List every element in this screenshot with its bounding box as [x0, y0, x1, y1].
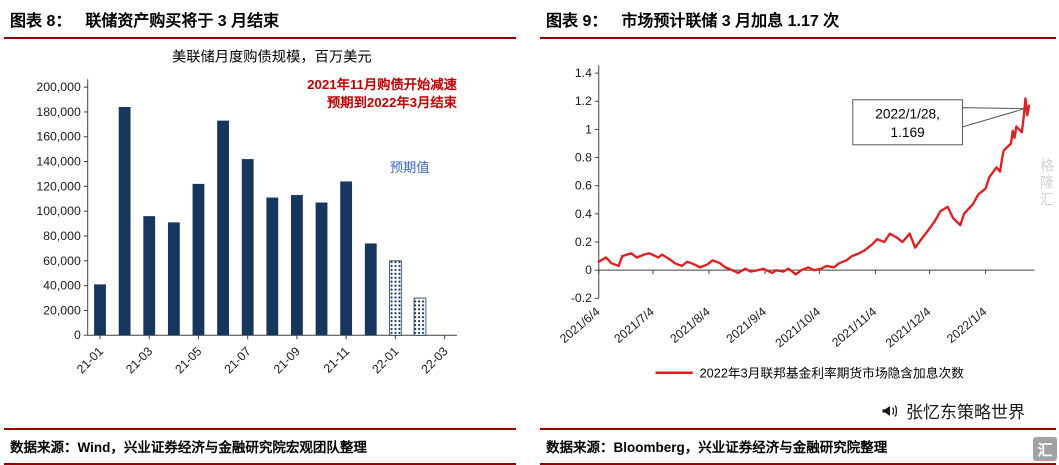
- svg-text:2021/10/4: 2021/10/4: [773, 304, 824, 350]
- bar-21-02: [118, 106, 131, 336]
- figure-8-footer: 数据来源：Wind，兴业证券经济与金融研究院宏观团队整理: [4, 428, 516, 465]
- bar-21-01: [94, 284, 106, 336]
- fed-monthly-purchases-bar-chart: 0 20,000 40,000 60,000 80,000 100,000 120,000 1…: [36, 49, 458, 377]
- svg-text:2021/11/4: 2021/11/4: [829, 304, 879, 349]
- svg-text:2021/9/4: 2021/9/4: [724, 304, 770, 345]
- bar-22-02: [413, 297, 427, 336]
- svg-text:0: 0: [74, 328, 81, 342]
- svg-text:1.2: 1.2: [575, 94, 592, 108]
- svg-text:0.4: 0.4: [575, 207, 592, 221]
- svg-text:140,000: 140,000: [36, 155, 81, 169]
- svg-text:21-03: 21-03: [123, 344, 155, 376]
- svg-text:0: 0: [585, 263, 592, 277]
- bar-21-12: [364, 243, 377, 336]
- svg-text:160,000: 160,000: [36, 130, 81, 144]
- svg-text:100,000: 100,000: [36, 204, 81, 218]
- figure-8-header-rule: [4, 37, 516, 39]
- svg-text:180,000: 180,000: [36, 105, 81, 119]
- svg-text:0.6: 0.6: [575, 179, 592, 193]
- svg-text:1.169: 1.169: [890, 125, 924, 140]
- svg-text:21-01: 21-01: [74, 344, 106, 376]
- svg-text:200,000: 200,000: [36, 80, 81, 94]
- taper-annotation-line1: 2021年11月购债开始减速: [307, 76, 458, 92]
- gelonghui-logo: 汇: [1033, 437, 1057, 461]
- bar-21-08: [266, 197, 279, 336]
- svg-text:120,000: 120,000: [36, 179, 81, 193]
- svg-text:2021/6/4: 2021/6/4: [557, 304, 603, 345]
- figure-8-footer-rule-top: [4, 428, 516, 430]
- svg-text:2021/7/4: 2021/7/4: [611, 304, 657, 345]
- svg-text:2021/8/4: 2021/8/4: [667, 304, 713, 345]
- svg-text:20,000: 20,000: [43, 303, 81, 317]
- svg-text:21-07: 21-07: [222, 344, 254, 376]
- figure-8-header: 图表 8： 联储资产购买将于 3 月结束: [4, 0, 516, 37]
- figure-8-source: 数据来源：Wind，兴业证券经济与金融研究院宏观团队整理: [10, 440, 367, 455]
- bar-21-05: [192, 183, 205, 336]
- bar-21-07: [241, 159, 254, 336]
- author-watermark: 张忆东策略世界: [880, 398, 1025, 423]
- svg-text:0.2: 0.2: [575, 235, 592, 249]
- figure-9-panel: 图表 9： 市场预计联储 3 月加息 1.17 次 -0.2 0 0.2 0.4 0.6…: [540, 0, 1056, 465]
- figure-8-label: 图表 8：: [10, 13, 72, 30]
- implied-rate-hikes-line-chart: -0.2 0 0.2 0.4 0.6 0.8 1 1.2 1.4 2021/6/4 2021/7/4…: [557, 65, 1035, 381]
- svg-text:80,000: 80,000: [43, 229, 81, 243]
- svg-text:-0.2: -0.2: [571, 291, 592, 305]
- svg-text:22-03: 22-03: [419, 344, 451, 376]
- callout-box: 2022/1/28, 1.169: [852, 99, 1026, 146]
- svg-text:21-11: 21-11: [321, 344, 353, 376]
- bar-plot-area: 0 20,000 40,000 60,000 80,000 100,000 120,000 1…: [36, 79, 457, 376]
- taper-annotation-line2: 预期到2022年3月结束: [327, 94, 458, 110]
- figure-9-title: 市场预计联储 3 月加息 1.17 次: [621, 13, 840, 30]
- svg-text:1.4: 1.4: [575, 66, 592, 80]
- svg-text:2022/1/4: 2022/1/4: [944, 304, 990, 345]
- svg-text:21-09: 21-09: [271, 344, 303, 376]
- bar-22-01: [389, 260, 402, 336]
- figure-9-header-rule: [540, 37, 1056, 39]
- svg-text:21-05: 21-05: [172, 344, 204, 376]
- figure-9-footer: 数据来源：Bloomberg，兴业证券经济与金融研究院整理: [540, 428, 1056, 465]
- svg-text:2022/1/28,: 2022/1/28,: [875, 106, 940, 121]
- callout-pointer: [960, 107, 1026, 128]
- chart-legend: 2022年3月联邦基金利率期货市场隐含加息次数: [655, 366, 965, 381]
- figure-9-source: 数据来源：Bloomberg，兴业证券经济与金融研究院整理: [546, 440, 888, 455]
- figure-9-footer-rule-top: [540, 428, 1056, 430]
- bar-21-04: [167, 222, 180, 336]
- svg-text:0.8: 0.8: [575, 150, 592, 164]
- svg-text:1: 1: [585, 122, 592, 136]
- author-watermark-text: 张忆东策略世界: [906, 403, 1025, 422]
- bar-21-09: [291, 195, 303, 336]
- legend-label: 2022年3月联邦基金利率期货市场隐含加息次数: [700, 366, 965, 381]
- figure-9-label: 图表 9：: [546, 13, 608, 30]
- figure-9-header: 图表 9： 市场预计联储 3 月加息 1.17 次: [540, 0, 1056, 37]
- bar-chart-title: 美联储月度购债规模，百万美元: [172, 49, 372, 66]
- bar-21-06: [217, 120, 229, 336]
- figure-8-title: 联储资产购买将于 3 月结束: [85, 13, 280, 30]
- bar-21-10: [315, 202, 328, 336]
- gelonghui-edge-watermark: 格隆汇: [1039, 158, 1055, 209]
- figure-8-footer-rule-bottom: [4, 463, 516, 465]
- svg-text:60,000: 60,000: [43, 254, 81, 268]
- svg-text:40,000: 40,000: [43, 279, 81, 293]
- bar-21-03: [143, 216, 156, 336]
- figure-9-footer-rule-bottom: [540, 463, 1056, 465]
- implied-hikes-line: [597, 97, 1031, 276]
- bar-21-11: [340, 181, 353, 336]
- expected-value-label: 预期值: [390, 160, 430, 175]
- megaphone-icon: [882, 404, 898, 417]
- figure-8-panel: 图表 8： 联储资产购买将于 3 月结束 0 20,000 40,000 60,000…: [4, 0, 516, 465]
- svg-text:22-01: 22-01: [369, 344, 401, 376]
- svg-text:2021/12/4: 2021/12/4: [883, 304, 934, 350]
